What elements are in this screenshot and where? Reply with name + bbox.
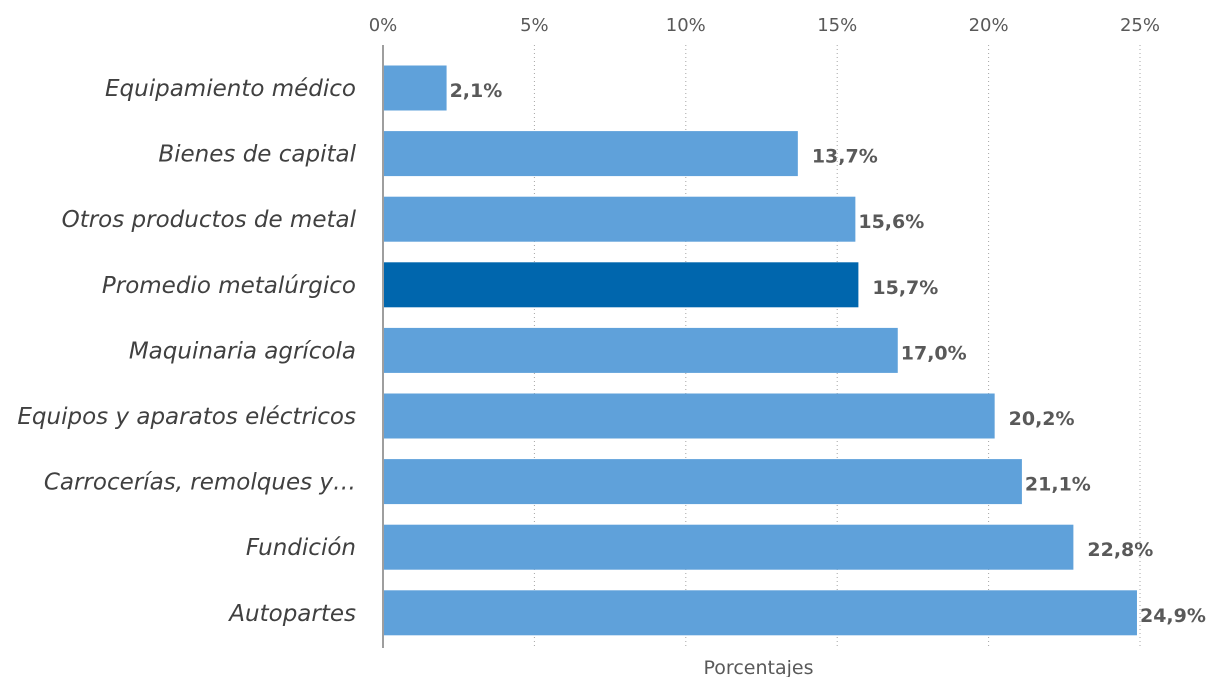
category-label: Equipamiento médico: [105, 76, 356, 102]
value-label: 15,7%: [872, 277, 938, 299]
bar: [384, 459, 1022, 505]
category-label: Promedio metalúrgico: [102, 273, 356, 299]
value-label: 15,6%: [858, 211, 924, 233]
bar: [384, 65, 447, 111]
value-label: 20,2%: [1009, 408, 1075, 430]
value-label: 24,9%: [1140, 605, 1206, 627]
bar: [384, 196, 856, 242]
category-labels: Equipamiento médico Bienes de capital Otro…: [17, 76, 356, 627]
value-labels: 2,1% 13,7% 15,6% 15,7% 17,0% 20,2% 21,1% 22,8% 2…: [450, 80, 1206, 627]
x-tick-label: 0%: [369, 15, 398, 36]
x-tick-labels: 0% 5% 10% 15% 20% 25%: [369, 15, 1160, 36]
bar: [384, 590, 1137, 636]
bar: [384, 393, 995, 439]
bar-highlight: [384, 262, 859, 308]
category-label: Autopartes: [227, 601, 356, 627]
category-label: Bienes de capital: [158, 142, 356, 168]
value-label: 13,7%: [812, 146, 878, 168]
category-label: Maquinaria agrícola: [129, 338, 356, 364]
value-label: 17,0%: [901, 342, 967, 364]
category-label: Carrocerías, remolques y…: [44, 470, 356, 496]
bars: [384, 65, 1137, 636]
bar: [384, 327, 898, 373]
x-tick-label: 10%: [666, 15, 706, 36]
bar: [384, 524, 1074, 570]
category-label: Otros productos de metal: [62, 207, 357, 233]
x-tick-label: 25%: [1120, 15, 1160, 36]
x-tick-label: 15%: [817, 15, 857, 36]
bar: [384, 131, 798, 177]
x-tick-label: 20%: [969, 15, 1009, 36]
category-label: Fundición: [246, 535, 356, 561]
category-label: Equipos y aparatos eléctricos: [17, 404, 356, 430]
value-label: 21,1%: [1025, 474, 1091, 496]
x-axis-title: Porcentajes: [704, 657, 814, 677]
x-tick-label: 5%: [520, 15, 549, 36]
value-label: 2,1%: [450, 80, 503, 102]
value-label: 22,8%: [1087, 539, 1153, 561]
